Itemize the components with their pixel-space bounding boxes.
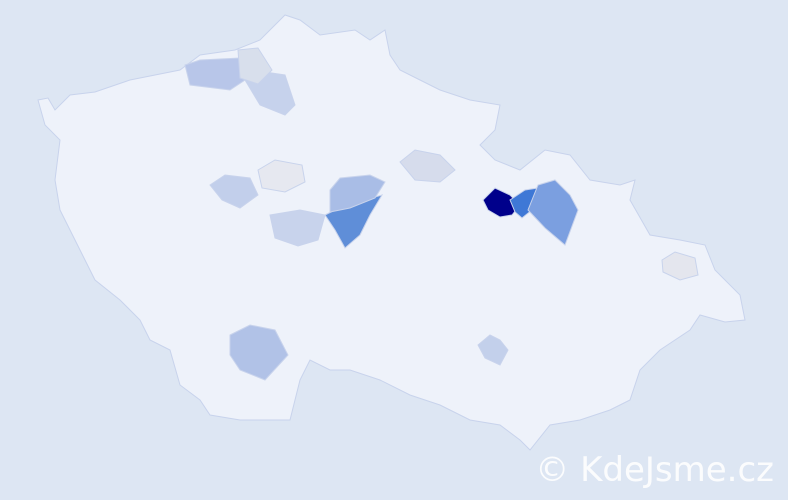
district[interactable] (477, 334, 509, 366)
district[interactable] (527, 179, 579, 246)
watermark: © KdeJsme.cz (535, 450, 774, 490)
district[interactable] (209, 174, 259, 209)
district[interactable] (269, 209, 326, 247)
country-outline (37, 14, 746, 451)
district[interactable] (257, 159, 306, 193)
district[interactable] (184, 57, 246, 91)
district[interactable] (237, 47, 273, 85)
district[interactable] (229, 324, 289, 381)
highlighted-districts (184, 47, 699, 381)
district[interactable] (329, 174, 386, 213)
district[interactable] (399, 149, 456, 183)
district[interactable] (661, 251, 699, 281)
